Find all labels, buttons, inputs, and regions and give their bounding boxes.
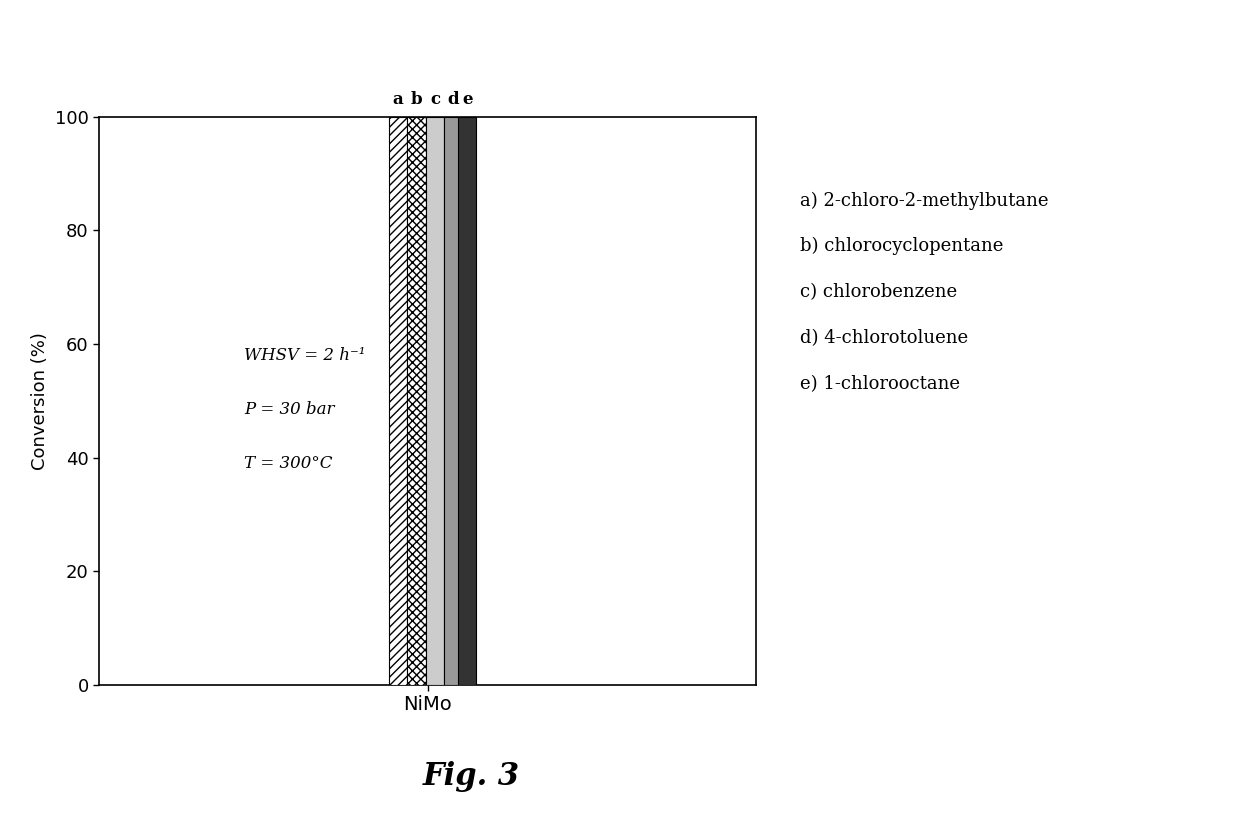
Y-axis label: Conversion (%): Conversion (%) <box>31 331 50 470</box>
Text: b) chlorocyclopentane: b) chlorocyclopentane <box>800 237 1003 256</box>
Bar <box>408 117 425 685</box>
Text: a: a <box>393 91 403 109</box>
Text: d: d <box>448 91 459 109</box>
Bar <box>389 117 408 685</box>
Bar <box>458 117 476 685</box>
Text: d) 4-chlorotoluene: d) 4-chlorotoluene <box>800 329 968 347</box>
Text: P = 30 bar: P = 30 bar <box>244 401 335 418</box>
Text: c: c <box>430 91 440 109</box>
Text: WHSV = 2 h⁻¹: WHSV = 2 h⁻¹ <box>244 347 365 364</box>
Text: e: e <box>463 91 472 109</box>
Text: a) 2-chloro-2-methylbutane: a) 2-chloro-2-methylbutane <box>800 191 1048 210</box>
Text: c) chlorobenzene: c) chlorobenzene <box>800 283 957 301</box>
Text: Fig. 3: Fig. 3 <box>423 761 520 792</box>
Text: e) 1-chlorooctane: e) 1-chlorooctane <box>800 375 960 393</box>
Bar <box>425 117 444 685</box>
Bar <box>444 117 463 685</box>
Text: T = 300°C: T = 300°C <box>244 455 332 472</box>
Text: b: b <box>410 91 423 109</box>
